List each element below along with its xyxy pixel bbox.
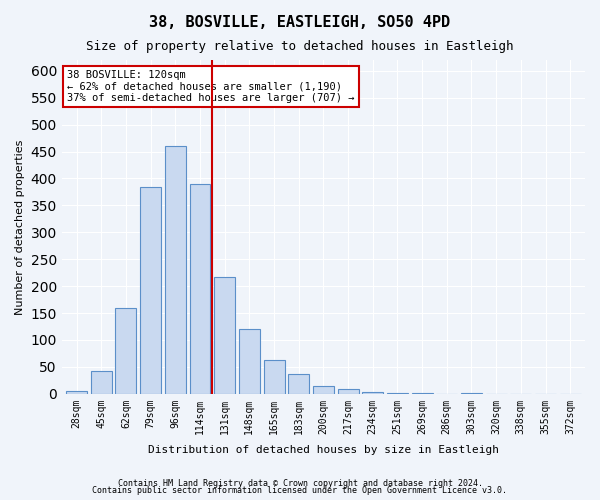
Bar [362,392,383,394]
Bar [214,277,235,394]
Bar [239,329,260,394]
Bar [288,374,309,394]
Bar [412,393,433,394]
Bar [313,386,334,394]
Bar [91,371,112,394]
Text: 38 BOSVILLE: 120sqm
← 62% of detached houses are smaller (1,190)
37% of semi-det: 38 BOSVILLE: 120sqm ← 62% of detached ho… [67,70,355,103]
Text: Contains public sector information licensed under the Open Government Licence v3: Contains public sector information licen… [92,486,508,495]
X-axis label: Distribution of detached houses by size in Eastleigh: Distribution of detached houses by size … [148,445,499,455]
Y-axis label: Number of detached properties: Number of detached properties [15,139,25,314]
Text: Size of property relative to detached houses in Eastleigh: Size of property relative to detached ho… [86,40,514,53]
Text: 38, BOSVILLE, EASTLEIGH, SO50 4PD: 38, BOSVILLE, EASTLEIGH, SO50 4PD [149,15,451,30]
Bar [190,184,211,394]
Bar [338,390,359,394]
Bar [387,392,408,394]
Bar [115,308,136,394]
Bar [165,146,186,394]
Bar [461,393,482,394]
Bar [263,360,284,394]
Bar [66,391,87,394]
Bar [140,186,161,394]
Text: Contains HM Land Registry data © Crown copyright and database right 2024.: Contains HM Land Registry data © Crown c… [118,478,482,488]
